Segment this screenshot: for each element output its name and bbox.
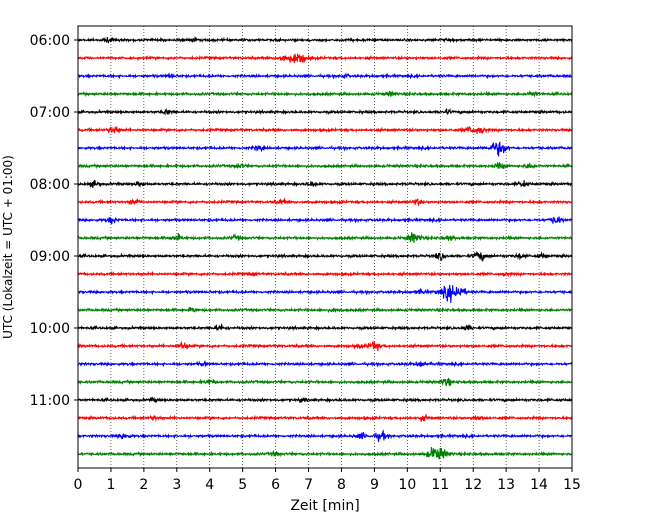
trace-0815 — [77, 197, 573, 207]
x-tick-label: 3 — [172, 477, 181, 493]
trace-0800 — [77, 179, 573, 189]
y-tick-label: 08:00 — [30, 177, 70, 193]
trace-0700 — [77, 107, 573, 116]
x-axis-label: Zeit [min] — [290, 498, 359, 514]
trace-1100 — [77, 396, 573, 404]
y-tick-label: 10:00 — [30, 321, 70, 337]
x-tick-label: 2 — [139, 477, 148, 493]
trace-0600 — [77, 36, 573, 44]
trace-0930 — [77, 284, 573, 303]
trace-1015 — [77, 340, 573, 352]
x-tick-label: 13 — [497, 477, 515, 493]
trace-1145 — [77, 447, 573, 460]
x-tick-label: 11 — [431, 477, 449, 493]
x-tick-label: 9 — [370, 477, 379, 493]
y-tick-label: 06:00 — [30, 33, 70, 49]
x-tick-label: 0 — [74, 477, 83, 493]
trace-0945 — [77, 306, 573, 314]
trace-0615 — [77, 53, 573, 63]
x-tick-label: 15 — [563, 477, 581, 493]
x-tick-label: 7 — [304, 477, 313, 493]
x-tick-label: 1 — [106, 477, 115, 493]
trace-1045 — [77, 377, 573, 387]
y-tick-label: 07:00 — [30, 105, 70, 121]
trace-0630 — [77, 72, 573, 80]
trace-0845 — [77, 232, 573, 243]
trace-0645 — [77, 90, 573, 98]
trace-1000 — [77, 323, 573, 332]
trace-1030 — [77, 360, 573, 368]
y-axis-label: UTC (Lokalzeit = UTC + 01:00) — [1, 155, 15, 339]
y-tick-label: 09:00 — [30, 249, 70, 265]
x-tick-label: 10 — [398, 477, 416, 493]
x-tick-label: 14 — [530, 477, 548, 493]
trace-0730 — [77, 141, 573, 157]
y-axis-ticks: 06:00 07:00 08:00 09:00 10:00 11:00 — [30, 33, 78, 409]
trace-0900 — [77, 250, 573, 262]
trace-0745 — [77, 162, 573, 170]
trace-0915 — [77, 270, 573, 278]
x-tick-label: 8 — [337, 477, 346, 493]
x-tick-label: 5 — [238, 477, 247, 493]
trace-1115 — [77, 414, 573, 422]
y-tick-label: 11:00 — [30, 393, 70, 409]
plot-frame — [77, 25, 573, 469]
trace-0715 — [77, 126, 573, 135]
trace-group — [77, 36, 573, 460]
x-tick-label: 4 — [205, 477, 214, 493]
x-tick-label: 12 — [464, 477, 482, 493]
x-tick-label: 6 — [271, 477, 280, 493]
trace-1130 — [77, 429, 573, 443]
trace-0830 — [77, 216, 573, 225]
x-axis-ticks: 0 1 2 3 4 5 6 7 8 9 10 11 12 13 14 15 — [74, 468, 581, 493]
